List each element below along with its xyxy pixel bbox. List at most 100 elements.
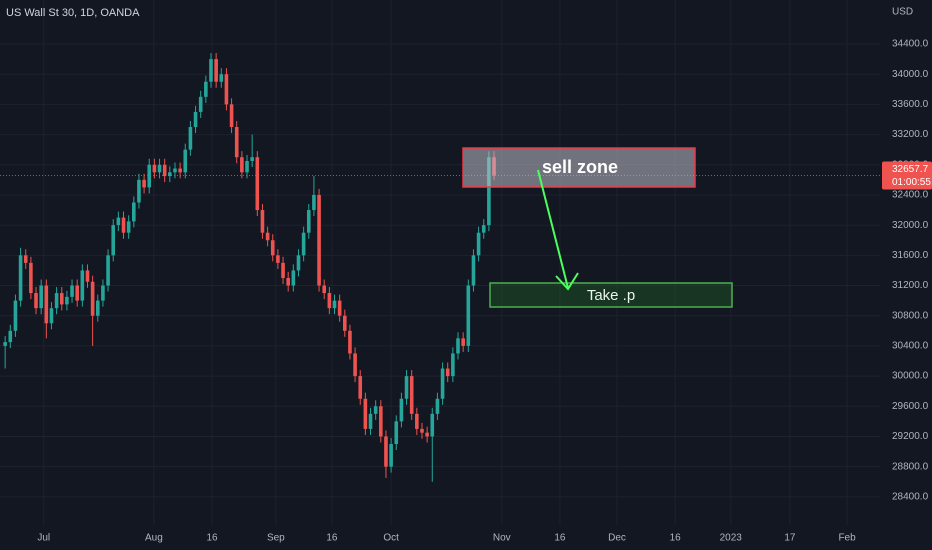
candle-body [137,179,141,203]
grid [0,0,880,525]
take-profit-label: Take .p [587,287,635,304]
candle-body [487,157,491,226]
y-tick-label: 34400.0 [892,39,929,50]
x-tick-label: Aug [145,533,163,544]
candle-body [8,330,13,343]
currency-label: USD [892,7,913,18]
candle-body [306,210,311,233]
candle-body [214,59,218,82]
candle-body [204,81,208,97]
candle-body [332,300,337,309]
y-tick-label: 32400.0 [892,190,929,201]
x-tick-label: Dec [608,533,626,544]
candle-body [18,255,23,301]
y-tick-label: 29200.0 [892,431,929,442]
candle-body [23,255,28,263]
candle-body [348,330,352,354]
candle-body [353,353,357,377]
candle-body [399,398,404,422]
last-price-tag [882,161,932,190]
candle-body [240,157,244,173]
candle-body [445,368,450,377]
candle-body [111,225,116,256]
candle-body [342,315,347,331]
candle-body [142,179,146,188]
candle-body [286,277,290,286]
candle-body [250,157,254,161]
x-tick-label: 17 [784,533,796,544]
candle-body [209,59,213,82]
candle-body [255,157,260,211]
candle-body [75,285,79,301]
candle-body [116,217,121,226]
x-tick-label: Sep [267,533,285,544]
candle-body [183,149,188,173]
y-tick-label: 30000.0 [892,371,929,382]
candle-body [404,376,409,399]
x-tick-label: 16 [670,533,682,544]
candle-body [59,293,64,305]
candle-body [245,160,249,173]
candle-body [229,104,234,128]
x-tick-label: 16 [554,533,566,544]
arrow-head [555,272,579,291]
candle-body [152,164,157,173]
candle-body [126,221,131,233]
x-tick-label: 16 [326,533,338,544]
candle-body [193,111,198,128]
candle-body [90,281,95,316]
x-tick-label: 16 [206,533,218,544]
candle-body [312,194,316,211]
candle-body [276,255,280,263]
candle-body [409,376,414,414]
candle-body [373,406,378,414]
y-tick-label: 32000.0 [892,220,929,231]
candle-body [461,338,465,346]
y-tick-label: 31600.0 [892,250,929,261]
candle-body [173,168,177,173]
candle-body [296,255,301,271]
x-tick-label: Feb [838,533,856,544]
y-tick-label: 29600.0 [892,401,929,412]
candle-body [70,285,74,297]
candle-body [234,127,239,158]
candle-body [327,293,332,309]
candle-body [481,225,486,233]
candle-body [157,164,162,173]
candle-body [101,285,105,301]
sell-zone-box [462,147,696,188]
x-tick-label: Oct [383,533,399,544]
candle-body [337,300,342,316]
sell-zone-label: sell zone [542,157,618,177]
candle-body [168,172,172,177]
x-tick-label: 2023 [720,533,743,544]
y-tick-label: 28800.0 [892,461,929,472]
candle-body [430,413,435,437]
candle-body [162,164,167,177]
candle-body [270,240,275,256]
candle-body [178,168,182,173]
candle-body [281,262,285,278]
candle-body [95,300,100,316]
candle-body [435,398,440,414]
candle-body [85,270,90,282]
y-tick-label: 31200.0 [892,280,929,291]
candle-body [415,413,419,429]
candle-body [394,421,399,445]
y-tick-label: 34000.0 [892,69,929,80]
x-tick-label: Jul [37,533,50,544]
axes: 28400.0 28800.0 29200.0 29600.0 30000.0 30400… [37,39,932,544]
candle-body [425,432,429,437]
candle-body [358,376,363,399]
candle-body [65,296,69,305]
candle-body [476,232,481,256]
candle-body [363,398,368,429]
countdown-label: 01:00:55 [892,177,931,188]
y-tick-label: 28400.0 [892,491,929,502]
arrow [537,169,569,289]
candle-body [322,285,327,294]
candle-body [224,74,229,105]
